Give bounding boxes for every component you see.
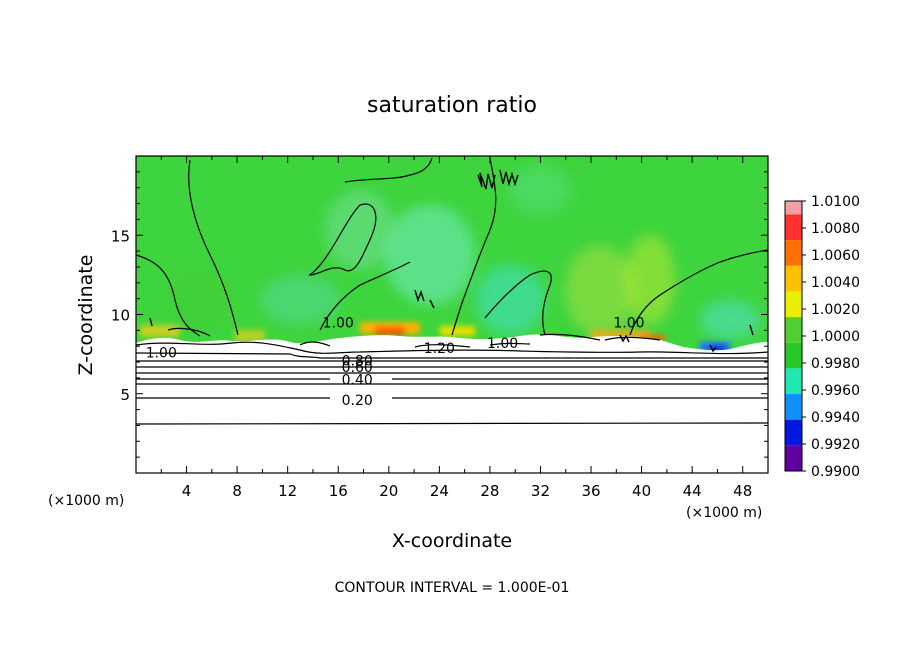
colorbar-label: 1.0100 — [811, 194, 860, 210]
contour-label: 0.60 — [342, 360, 373, 376]
colorbar-bin — [785, 214, 802, 241]
colorbar-bin — [785, 265, 802, 292]
x-tick-label: 36 — [581, 482, 600, 500]
contour-label: 1.00 — [487, 336, 518, 352]
colorbar-bin — [785, 419, 802, 446]
subsaturated-layer — [136, 334, 768, 473]
x-tick-label: 4 — [182, 482, 192, 500]
colorbar-label: 1.0000 — [811, 329, 860, 345]
small-contour-cells — [149, 169, 754, 353]
contour-label: 1.20 — [424, 341, 455, 357]
chart-title: saturation ratio — [367, 93, 537, 118]
contour-interval-note: CONTOUR INTERVAL = 1.000E-01 — [335, 580, 570, 596]
contour-label: 1.00 — [613, 315, 644, 331]
x-tick-label: 20 — [379, 482, 398, 500]
contour-label: 1.00 — [323, 315, 354, 331]
colorbar-label: 0.9900 — [811, 464, 860, 480]
contour-labels: 1.00 0.800.600.40 0.20 1.20 1.00 1.00 1.00 — [146, 315, 645, 409]
x-axis-label: X-coordinate — [392, 530, 512, 552]
y-tick-label: 10 — [111, 307, 130, 325]
colorbar-bin — [785, 291, 802, 318]
colorbar-label: 1.0040 — [811, 275, 860, 291]
x-tick-label: 8 — [232, 482, 242, 500]
colorbar: 1.0100 1.0080 1.0060 1.0040 1.0020 1.0000 0.99… — [784, 194, 860, 480]
plot-field — [136, 156, 768, 473]
x-unit-right: (×1000 m) — [686, 505, 762, 521]
colorbar-label: 0.9920 — [811, 437, 860, 453]
field-variation — [170, 165, 760, 340]
contour-label: 0.20 — [342, 393, 373, 409]
x-tick-label: 12 — [278, 482, 297, 500]
colorbar-bin — [785, 240, 802, 266]
colorbar-label: 0.9980 — [811, 356, 860, 372]
x-tick-label: 28 — [480, 482, 499, 500]
y-tick-label: 5 — [120, 386, 130, 404]
colorbar-label: 0.9940 — [811, 410, 860, 426]
x-unit-left: (×1000 m) — [48, 493, 124, 509]
x-axis: 4 8 12 16 20 24 28 32 36 40 44 48 — [160, 156, 752, 500]
y-axis-label: Z-coordinate — [75, 255, 97, 376]
y-tick-label: 15 — [111, 227, 130, 245]
x-tick-label: 32 — [531, 482, 550, 500]
colorbar-bin — [785, 201, 802, 215]
contour-label: 0.80 — [342, 353, 373, 369]
x-tick-label: 48 — [733, 482, 752, 500]
colorbar-label: 1.0060 — [811, 248, 860, 264]
colorbar-label: 1.0020 — [811, 302, 860, 318]
colorbar-label: 1.0080 — [811, 221, 860, 237]
x-tick-label: 40 — [632, 482, 651, 500]
colorbar-bin — [785, 368, 802, 395]
contour-lines — [136, 157, 768, 425]
contour-label: 1.00 — [146, 346, 177, 362]
colorbar-bin — [785, 445, 802, 471]
colorbar-bin — [785, 317, 802, 343]
colorbar-label: 0.9960 — [811, 383, 860, 399]
x-tick-label: 24 — [430, 482, 449, 500]
x-tick-label: 16 — [329, 482, 348, 500]
colorbar-bin — [785, 394, 802, 420]
x-tick-label: 44 — [683, 482, 702, 500]
colorbar-bin — [785, 342, 802, 369]
y-axis: 5 10 15 — [111, 171, 768, 458]
contour-label: 0.40 — [342, 372, 373, 388]
